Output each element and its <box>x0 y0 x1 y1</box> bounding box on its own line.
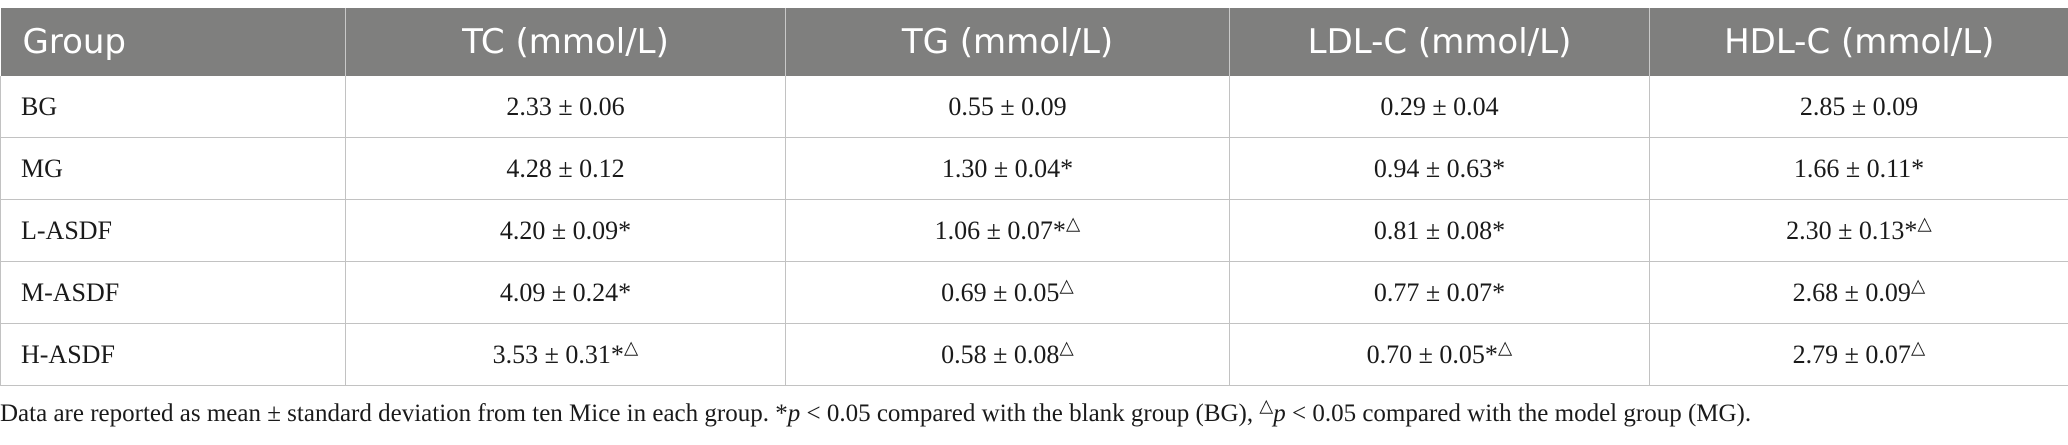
cell-tc: 4.20 ± 0.09* <box>345 199 786 262</box>
cell-tg: 0.55 ± 0.09 <box>785 76 1230 138</box>
cell-group: MG <box>0 137 346 200</box>
cell-tc: 2.33 ± 0.06 <box>345 76 786 138</box>
cell-tc: 4.09 ± 0.24* <box>345 261 786 324</box>
cell-ldl-c: 0.94 ± 0.63* <box>1229 137 1650 200</box>
cell-tg: 1.06 ± 0.07*△ <box>785 199 1230 262</box>
cell-group: M-ASDF <box>0 261 346 324</box>
cell-group: L-ASDF <box>0 199 346 262</box>
cell-ldl-c: 0.70 ± 0.05*△ <box>1229 323 1650 386</box>
cell-ldl-c: 0.77 ± 0.07* <box>1229 261 1650 324</box>
cell-ldl-c: 0.29 ± 0.04 <box>1229 76 1650 138</box>
footnote-part1: Data are reported as mean ± standard dev… <box>0 400 788 427</box>
header-tc: TC (mmol/L) <box>345 8 786 76</box>
footnote-p-italic-1: p <box>787 400 801 427</box>
data-table: Group TC (mmol/L) TG (mmol/L) LDL-C (mmo… <box>0 8 2068 386</box>
cell-hdl-c: 2.68 ± 0.09△ <box>1649 261 2068 324</box>
cell-tc: 4.28 ± 0.12 <box>345 137 786 200</box>
header-group: Group <box>0 8 346 76</box>
cell-hdl-c: 2.79 ± 0.07△ <box>1649 323 2068 386</box>
cell-ldl-c: 0.81 ± 0.08* <box>1229 199 1650 262</box>
cell-hdl-c: 2.30 ± 0.13*△ <box>1649 199 2068 262</box>
header-ldl-c: LDL-C (mmol/L) <box>1229 8 1650 76</box>
table-row: H-ASDF 3.53 ± 0.31*△ 0.58 ± 0.08△ 0.70 ± 0.… <box>0 323 2068 386</box>
header-row: Group TC (mmol/L) TG (mmol/L) LDL-C (mmo… <box>0 8 2068 76</box>
cell-hdl-c: 1.66 ± 0.11* <box>1649 137 2068 200</box>
table-footnote: Data are reported as mean ± standard dev… <box>0 397 2068 428</box>
header-tg: TG (mmol/L) <box>785 8 1230 76</box>
footnote-part2: < 0.05 compared with the blank group (BG… <box>800 400 1260 427</box>
cell-tc: 3.53 ± 0.31*△ <box>345 323 786 386</box>
cell-group: H-ASDF <box>0 323 346 386</box>
table-row: MG 4.28 ± 0.12 1.30 ± 0.04* 0.94 ± 0.63* 1.6… <box>0 137 2068 200</box>
footnote-part3: < 0.05 compared with the model group (MG… <box>1285 400 1752 427</box>
table-row: M-ASDF 4.09 ± 0.24* 0.69 ± 0.05△ 0.77 ± 0.0… <box>0 261 2068 324</box>
header-hdl-c: HDL-C (mmol/L) <box>1649 8 2068 76</box>
cell-tg: 0.69 ± 0.05△ <box>785 261 1230 324</box>
cell-tg: 1.30 ± 0.04* <box>785 137 1230 200</box>
footnote-triangle: △ <box>1259 395 1274 416</box>
table-body: BG 2.33 ± 0.06 0.55 ± 0.09 0.29 ± 0.04 2.85 … <box>0 76 2068 386</box>
cell-group: BG <box>0 76 346 138</box>
cell-hdl-c: 2.85 ± 0.09 <box>1649 76 2068 138</box>
table-row: L-ASDF 4.20 ± 0.09* 1.06 ± 0.07*△ 0.81 ± 0.… <box>0 199 2068 262</box>
footnote-p-italic-2: p <box>1273 400 1286 427</box>
table-container: Group TC (mmol/L) TG (mmol/L) LDL-C (mmo… <box>0 8 2068 386</box>
table-row: BG 2.33 ± 0.06 0.55 ± 0.09 0.29 ± 0.04 2.85 … <box>0 76 2068 138</box>
cell-tg: 0.58 ± 0.08△ <box>785 323 1230 386</box>
